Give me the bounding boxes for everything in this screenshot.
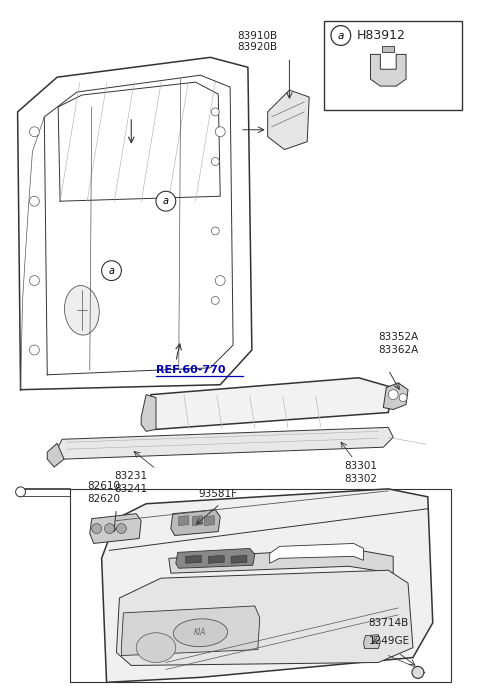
Text: a: a: [163, 196, 169, 206]
Polygon shape: [383, 46, 394, 52]
Circle shape: [102, 261, 121, 280]
Text: 83301
83302: 83301 83302: [344, 461, 377, 484]
Polygon shape: [363, 635, 380, 649]
Text: 1249GE: 1249GE: [369, 635, 409, 646]
Text: 83714B: 83714B: [369, 618, 409, 628]
FancyBboxPatch shape: [70, 489, 451, 682]
Circle shape: [117, 524, 126, 533]
Text: KIA: KIA: [194, 628, 207, 637]
Circle shape: [211, 296, 219, 304]
Polygon shape: [121, 606, 260, 656]
Text: 83231
83241: 83231 83241: [115, 471, 148, 494]
Circle shape: [388, 389, 398, 400]
Circle shape: [211, 227, 219, 235]
Circle shape: [331, 26, 351, 45]
Polygon shape: [192, 516, 203, 526]
Polygon shape: [371, 55, 406, 86]
Polygon shape: [270, 543, 363, 563]
Ellipse shape: [64, 286, 99, 335]
Polygon shape: [384, 383, 408, 410]
Circle shape: [412, 666, 424, 678]
Polygon shape: [186, 555, 202, 563]
Text: a: a: [108, 266, 115, 275]
Text: REF.60-770: REF.60-770: [156, 365, 226, 375]
Polygon shape: [141, 395, 156, 431]
Circle shape: [29, 275, 39, 285]
Circle shape: [29, 196, 39, 206]
Polygon shape: [268, 90, 309, 150]
Circle shape: [105, 524, 114, 533]
Circle shape: [16, 487, 25, 497]
Polygon shape: [102, 489, 433, 682]
Circle shape: [211, 157, 219, 166]
Text: 82610
82620: 82610 82620: [87, 481, 120, 504]
Polygon shape: [47, 443, 64, 467]
Circle shape: [216, 127, 225, 137]
Circle shape: [156, 192, 176, 211]
Polygon shape: [171, 510, 220, 535]
Circle shape: [211, 108, 219, 116]
Polygon shape: [117, 570, 413, 665]
Circle shape: [216, 275, 225, 285]
Polygon shape: [208, 555, 224, 563]
Text: a: a: [337, 31, 344, 41]
Polygon shape: [90, 514, 141, 543]
Polygon shape: [179, 516, 189, 526]
Polygon shape: [204, 516, 214, 526]
Polygon shape: [146, 377, 393, 429]
Circle shape: [92, 524, 102, 533]
Circle shape: [29, 345, 39, 355]
FancyBboxPatch shape: [324, 21, 462, 110]
Text: 93581F: 93581F: [199, 489, 238, 499]
Ellipse shape: [173, 619, 228, 647]
Polygon shape: [57, 427, 393, 459]
Text: H83912: H83912: [357, 29, 406, 41]
Polygon shape: [231, 555, 247, 563]
Ellipse shape: [136, 633, 176, 663]
Circle shape: [399, 394, 407, 402]
Circle shape: [29, 127, 39, 137]
Text: 83352A
83362A: 83352A 83362A: [378, 332, 419, 355]
Polygon shape: [169, 549, 393, 573]
Text: 83910B
83920B: 83910B 83920B: [238, 31, 278, 52]
Polygon shape: [176, 549, 255, 568]
